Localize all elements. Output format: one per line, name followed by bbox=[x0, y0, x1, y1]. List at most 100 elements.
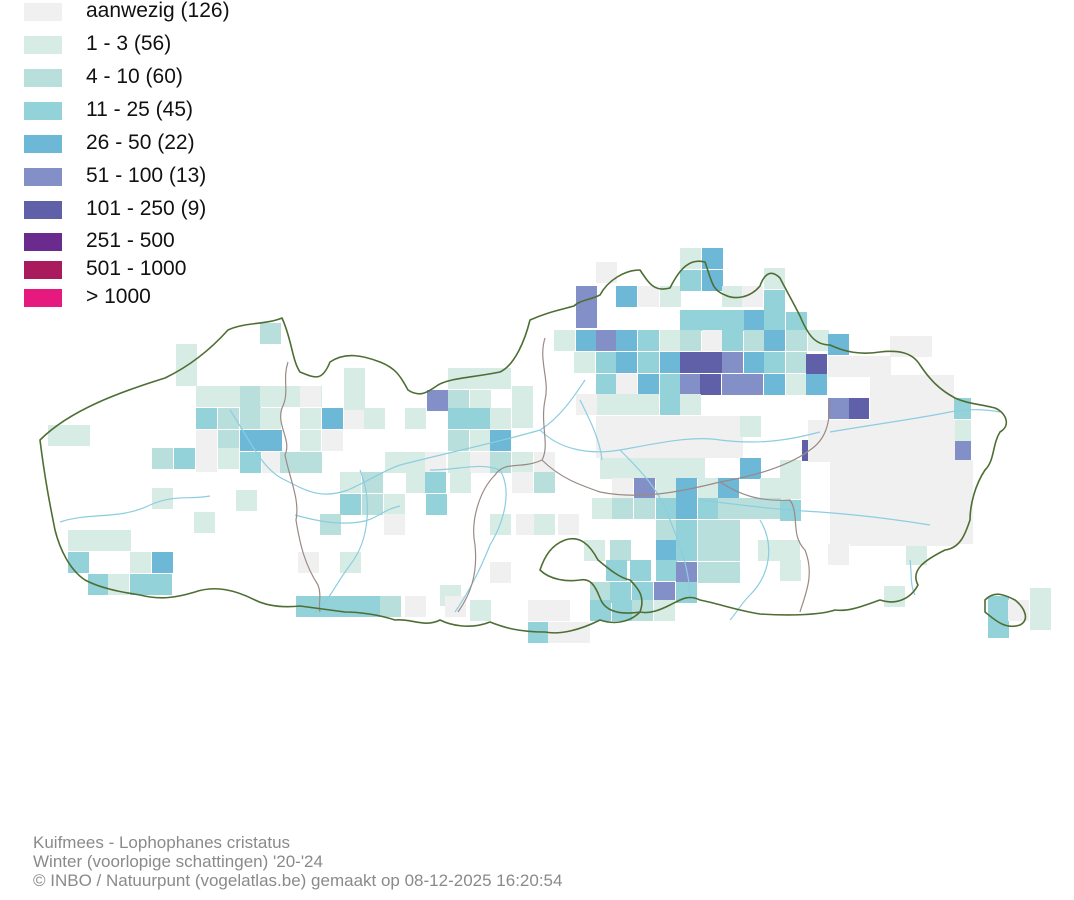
grid-cell bbox=[596, 374, 617, 395]
grid-cell bbox=[362, 472, 383, 493]
grid-cell bbox=[450, 472, 471, 493]
source-caption: © INBO / Natuurpunt (vogelatlas.be) gema… bbox=[33, 871, 563, 890]
grid-cell bbox=[780, 560, 801, 581]
grid-cell bbox=[300, 386, 321, 407]
grid-cell bbox=[344, 368, 365, 410]
grid-cell bbox=[534, 472, 555, 493]
grid-cell bbox=[260, 408, 281, 429]
grid-cell bbox=[634, 478, 655, 499]
grid-cell bbox=[470, 600, 491, 621]
grid-cell bbox=[576, 286, 597, 328]
grid-cell bbox=[680, 270, 701, 291]
grid-cell bbox=[616, 286, 637, 307]
grid-cell bbox=[676, 562, 697, 583]
grid-cell bbox=[656, 540, 677, 561]
province-border bbox=[719, 481, 810, 613]
grid-cell bbox=[260, 323, 281, 344]
river-line bbox=[699, 499, 931, 526]
grid-cell bbox=[344, 408, 365, 429]
grid-cell bbox=[786, 374, 807, 395]
grid-cell bbox=[700, 374, 721, 395]
grid-cell bbox=[405, 408, 426, 429]
legend-swatch bbox=[24, 102, 62, 120]
grid-cell bbox=[786, 330, 807, 351]
grid-cell bbox=[130, 552, 151, 573]
legend-swatch bbox=[24, 233, 62, 251]
grid-cell bbox=[884, 586, 905, 607]
grid-cell bbox=[806, 374, 827, 395]
grid-cell bbox=[130, 574, 172, 595]
grid-cell bbox=[764, 268, 785, 289]
grid-cell bbox=[558, 514, 579, 535]
river-line bbox=[399, 379, 586, 466]
grid-cell bbox=[988, 596, 1009, 638]
grid-cell bbox=[300, 408, 321, 429]
grid-cell bbox=[906, 544, 927, 565]
grid-cell bbox=[780, 478, 801, 499]
grid-cell bbox=[698, 520, 740, 541]
grid-cell bbox=[576, 394, 597, 415]
grid-cell bbox=[340, 494, 361, 515]
legend-item: 26 - 50 (22) bbox=[24, 132, 284, 154]
grid-cell bbox=[950, 420, 971, 441]
grid-cell bbox=[634, 498, 655, 519]
legend-item: 101 - 250 (9) bbox=[24, 198, 284, 220]
grid-cell bbox=[654, 582, 675, 603]
grid-cell bbox=[680, 248, 701, 269]
grid-cell bbox=[196, 408, 217, 429]
grid-cell bbox=[702, 330, 723, 351]
grid-cell bbox=[320, 514, 341, 535]
grid-cell bbox=[470, 390, 491, 411]
grid-cell bbox=[722, 286, 743, 307]
legend-label: 11 - 25 (45) bbox=[86, 98, 193, 121]
grid-cell bbox=[448, 430, 469, 451]
grid-cell bbox=[632, 600, 653, 621]
grid-cell bbox=[554, 330, 575, 351]
grid-cell bbox=[680, 352, 722, 373]
legend-label: 51 - 100 (13) bbox=[86, 164, 207, 187]
legend-swatch bbox=[24, 289, 62, 307]
grid-cell bbox=[574, 352, 595, 373]
grid-cell bbox=[427, 390, 448, 411]
province-borders bbox=[280, 337, 831, 613]
grid-cell bbox=[910, 460, 973, 544]
grid-cell bbox=[828, 356, 891, 377]
grid-cell bbox=[406, 472, 427, 493]
grid-cell bbox=[425, 472, 446, 493]
grid-cell bbox=[808, 420, 850, 462]
grid-cell bbox=[596, 330, 617, 351]
legend-label: 251 - 500 bbox=[86, 229, 175, 252]
grid-cell bbox=[808, 330, 829, 351]
grid-cell bbox=[744, 352, 765, 373]
grid-cell bbox=[764, 290, 785, 311]
river-line bbox=[429, 465, 507, 613]
grid-cell bbox=[606, 560, 627, 581]
grid-cell bbox=[528, 600, 570, 621]
grid-cell bbox=[676, 498, 697, 519]
grid-cell bbox=[152, 488, 173, 509]
grid-cell bbox=[744, 310, 765, 331]
grid-cell bbox=[592, 498, 613, 519]
legend-label: > 1000 bbox=[86, 285, 151, 308]
province-border bbox=[280, 361, 321, 613]
grid-cell bbox=[218, 386, 239, 407]
grid-cell bbox=[722, 330, 743, 351]
grid-cell bbox=[512, 472, 533, 493]
grid-cell bbox=[722, 352, 743, 373]
grid-cell bbox=[638, 374, 659, 395]
grid-cell bbox=[698, 562, 740, 583]
grid-cells bbox=[48, 248, 1051, 643]
grid-cell bbox=[340, 472, 361, 493]
grid-cell bbox=[764, 330, 785, 351]
legend-item: aanwezig (126) bbox=[24, 0, 284, 22]
river-line bbox=[829, 409, 1001, 433]
grid-cell bbox=[610, 582, 631, 603]
legend-swatch bbox=[24, 69, 62, 87]
river-line bbox=[909, 559, 916, 596]
legend-swatch bbox=[24, 261, 62, 279]
grid-cell bbox=[828, 334, 849, 355]
grid-cell bbox=[660, 286, 681, 307]
grid-cell bbox=[298, 552, 319, 573]
river-line bbox=[59, 495, 211, 523]
grid-cell bbox=[240, 452, 261, 473]
